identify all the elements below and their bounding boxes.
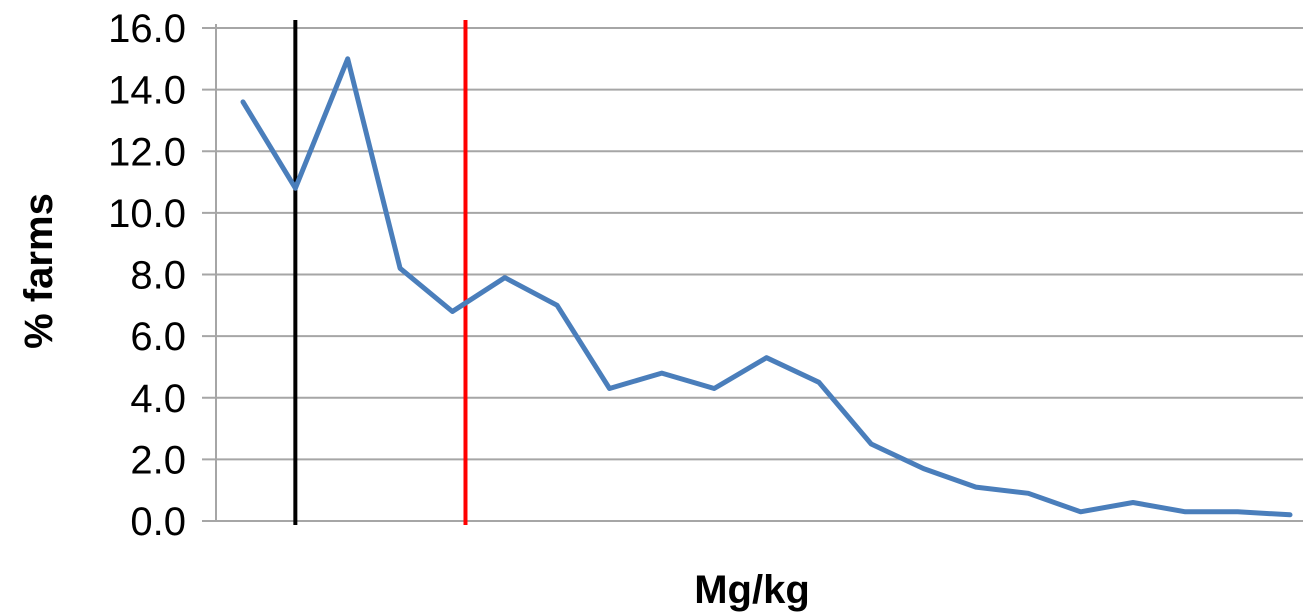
- y-tick-label: 14.0: [108, 69, 186, 113]
- y-tick-label: 16.0: [108, 7, 186, 51]
- y-tick-label: 0.0: [130, 500, 186, 544]
- y-tick-label: 10.0: [108, 192, 186, 236]
- y-tick-label: 8.0: [130, 254, 186, 298]
- y-tick-label: 2.0: [130, 438, 186, 482]
- reference-lines: [293, 20, 468, 525]
- x-axis-title: Mg/kg: [694, 568, 810, 612]
- series-lines: [240, 56, 1293, 518]
- y-tick-label: 4.0: [130, 377, 186, 421]
- y-tick-label: 6.0: [130, 315, 186, 359]
- series-line-0: [240, 56, 1293, 518]
- y-axis-title: % farms: [17, 193, 61, 349]
- gridlines: [202, 24, 1303, 522]
- y-tick-labels: 0.0 2.0 4.0 6.0 8.0 10.0 12.0 14.0 16.0: [108, 7, 186, 544]
- y-tick-label: 12.0: [108, 130, 186, 174]
